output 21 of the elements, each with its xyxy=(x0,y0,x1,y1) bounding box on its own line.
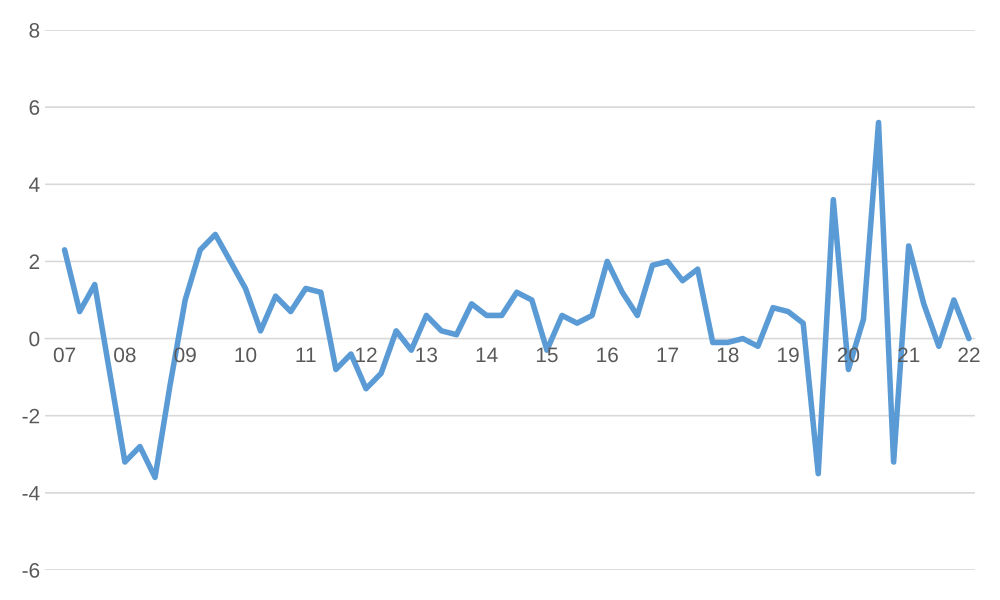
x-tick-label: 16 xyxy=(597,347,618,362)
x-tick-label: 22 xyxy=(958,347,980,362)
x-tick-label: 12 xyxy=(356,347,377,362)
x-tick-label: 13 xyxy=(416,347,438,362)
y-tick-label: 2 xyxy=(30,254,40,269)
x-tick-label: 14 xyxy=(476,348,498,362)
y-tick-label: 0 xyxy=(29,332,40,346)
x-tick-label: 11 xyxy=(296,348,316,362)
x-tick-label: 17 xyxy=(658,348,678,362)
x-tick-label: 08 xyxy=(114,347,136,362)
x-tick-label: 10 xyxy=(235,347,256,362)
x-tick-label: 19 xyxy=(778,347,799,362)
y-tick-label: 4 xyxy=(29,178,40,192)
x-tick-label: 15 xyxy=(536,348,558,362)
y-tick-label: 6 xyxy=(30,100,40,115)
y-tick-label: -4 xyxy=(22,486,40,500)
y-tick-label: 8 xyxy=(29,23,40,38)
y-tick-label: -6 xyxy=(22,563,40,578)
x-tick-label: 18 xyxy=(718,347,738,362)
y-tick-label: -2 xyxy=(22,408,40,424)
x-tick-label: 07 xyxy=(54,347,76,362)
